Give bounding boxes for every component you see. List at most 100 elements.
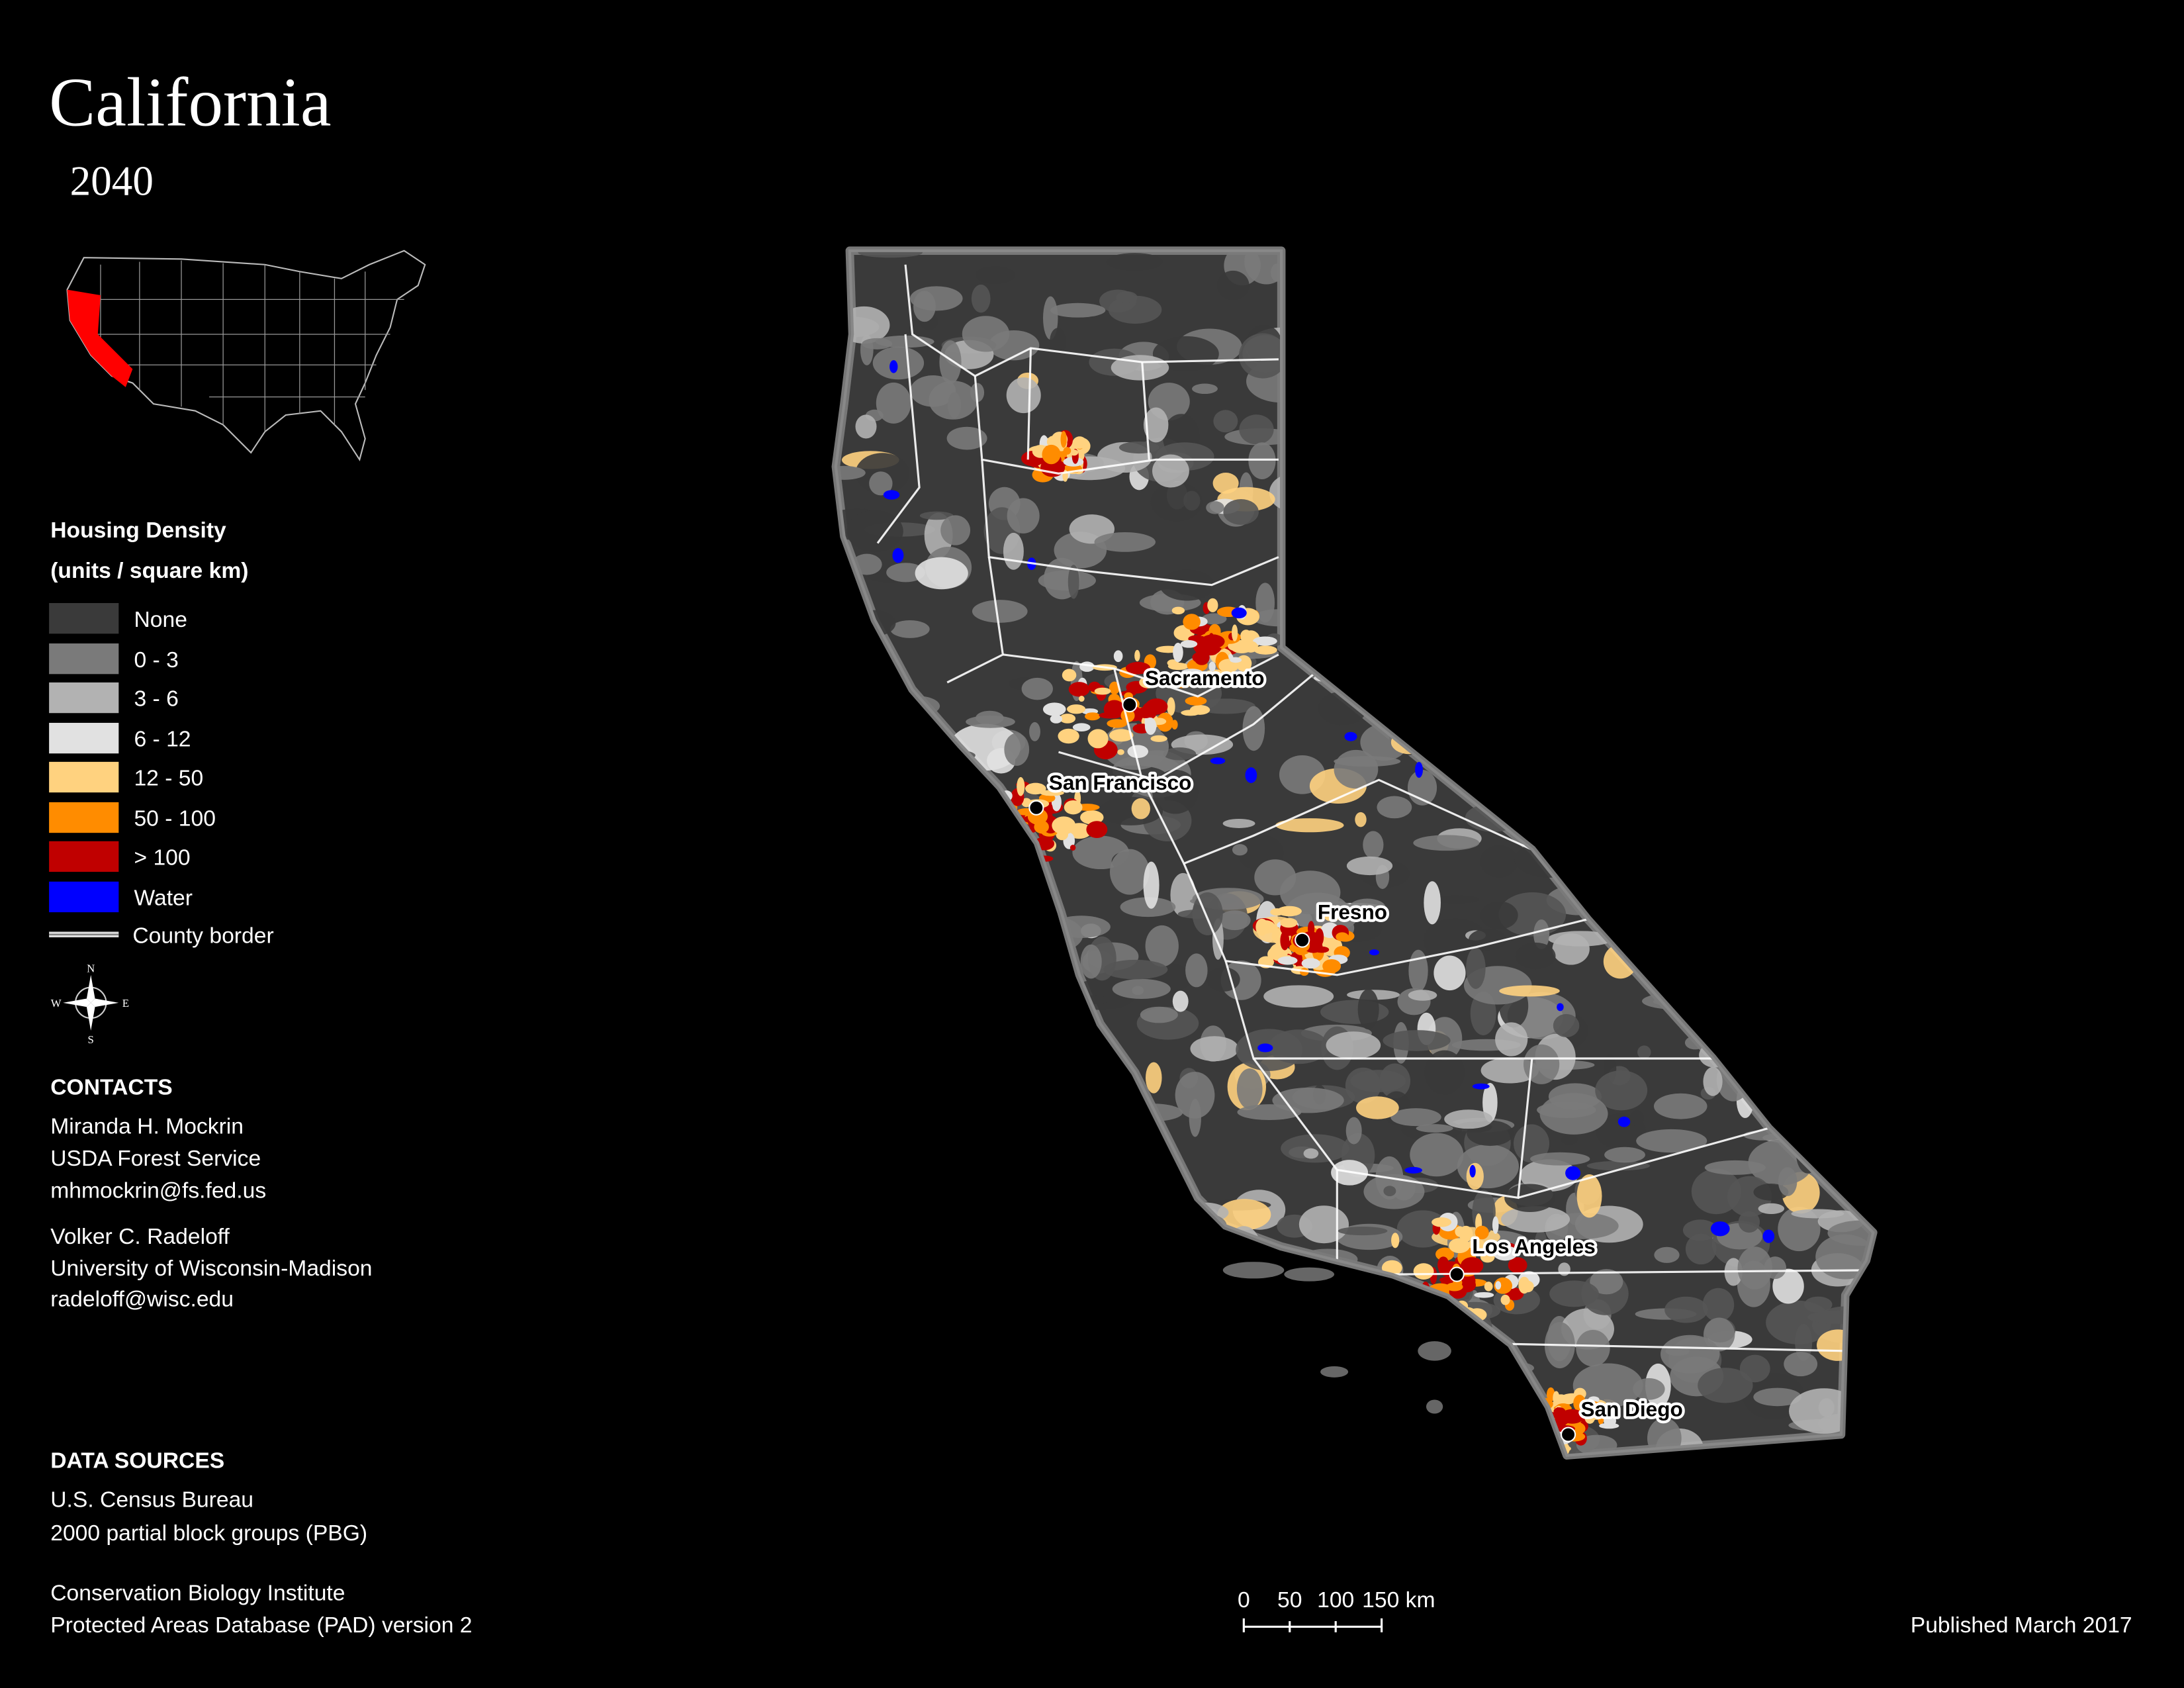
city-marker	[1122, 697, 1138, 713]
urban-patch	[1042, 702, 1066, 716]
land-patch	[1444, 1109, 1493, 1129]
urban-patch	[1475, 1225, 1489, 1240]
land-patch	[1408, 990, 1437, 1001]
urban-patch	[1062, 669, 1077, 682]
land-patch	[1413, 835, 1480, 851]
urban-patch	[1474, 1291, 1494, 1298]
legend-swatch	[49, 841, 119, 872]
land-patch	[1357, 989, 1379, 1030]
land-patch	[1116, 291, 1138, 303]
urban-patch	[1564, 1397, 1574, 1405]
land-patch	[1192, 383, 1218, 395]
water	[1369, 949, 1379, 956]
land-patch	[1236, 1068, 1263, 1109]
land-patch	[972, 600, 1028, 623]
source-line: Protected Areas Database (PAD) version 2	[50, 1613, 472, 1638]
land-patch	[1050, 328, 1066, 355]
land-patch	[1152, 454, 1189, 488]
compass-label: S	[88, 1033, 94, 1046]
urban-patch	[1204, 669, 1228, 679]
urban-patch	[1493, 1245, 1518, 1261]
urban-patch	[1584, 1411, 1596, 1424]
land-patch	[1281, 1134, 1349, 1163]
land-patch	[1222, 818, 1255, 828]
county-border	[1511, 1342, 1846, 1352]
land-patch	[1355, 812, 1367, 827]
land-patch	[1424, 881, 1441, 925]
land-patch	[1238, 333, 1287, 379]
land-patch	[1466, 947, 1486, 989]
urban-patch	[1301, 958, 1320, 969]
county-border	[1141, 361, 1150, 460]
water	[1210, 757, 1226, 765]
urban-patch	[1336, 932, 1349, 942]
urban-patch	[1208, 661, 1216, 672]
land-patch	[1738, 1211, 1760, 1233]
land-patch	[1172, 990, 1189, 1012]
urban-patch	[1323, 908, 1342, 921]
land-patch	[1482, 1082, 1498, 1123]
land-patch	[946, 426, 987, 450]
urban-patch	[1204, 649, 1218, 656]
urban-patch	[1173, 643, 1183, 663]
legend-swatch	[49, 603, 119, 634]
land-patch	[858, 250, 923, 258]
urban-patch	[1185, 696, 1207, 706]
water	[1557, 1003, 1564, 1011]
land-patch	[1298, 1205, 1349, 1244]
land-patch	[1408, 949, 1428, 992]
land-patch	[1561, 1134, 1578, 1145]
water	[1245, 767, 1257, 783]
urban-patch	[1432, 1217, 1451, 1227]
land-patch	[913, 291, 936, 322]
urban-patch	[1058, 728, 1079, 744]
land-patch	[1778, 1167, 1797, 1196]
urban-patch	[1253, 645, 1277, 655]
land-patch	[1664, 1296, 1708, 1323]
urban-patch	[1107, 719, 1128, 728]
land-patch	[1633, 1378, 1665, 1400]
land-patch	[1495, 1022, 1528, 1056]
island	[1418, 1341, 1451, 1361]
water	[883, 490, 900, 500]
water	[1762, 1229, 1775, 1243]
urban-patch	[1167, 697, 1175, 716]
land-patch	[1698, 1368, 1753, 1403]
city-label: Fresno	[1318, 900, 1387, 924]
water	[1415, 762, 1423, 778]
urban-patch	[1413, 1263, 1434, 1280]
urban-patch	[1117, 749, 1124, 755]
land-patch	[1101, 765, 1166, 784]
urban-patch	[1125, 661, 1151, 675]
urban-patch	[1134, 649, 1140, 662]
us-inset	[66, 250, 426, 461]
land-patch	[1498, 892, 1567, 937]
land-patch	[929, 381, 978, 420]
land-patch	[1604, 1147, 1645, 1163]
legend-swatch	[49, 761, 119, 793]
land-patch	[1653, 1093, 1707, 1119]
land-patch	[1242, 706, 1265, 751]
legend-swatch	[49, 881, 119, 913]
land-patch	[1416, 1124, 1453, 1133]
land-patch	[1703, 1066, 1723, 1096]
land-patch	[1108, 295, 1162, 324]
urban-patch	[1174, 680, 1191, 688]
county-border	[974, 375, 1279, 475]
land-patch	[1021, 677, 1053, 700]
land-patch	[1549, 1280, 1599, 1307]
land-patch	[1007, 498, 1040, 534]
land-patch	[1213, 410, 1238, 433]
legend-label: 50 - 100	[134, 807, 216, 831]
compass-label: W	[51, 997, 62, 1009]
state-border	[834, 249, 1875, 1457]
land-patch	[1080, 944, 1102, 979]
land-patch	[1469, 929, 1507, 951]
land-patch	[1143, 861, 1160, 909]
legend-label: 3 - 6	[134, 687, 178, 712]
urban-patch	[1455, 1226, 1465, 1237]
land-patch	[869, 471, 893, 496]
land-patch	[1704, 1160, 1766, 1175]
urban-patch	[1099, 712, 1121, 719]
